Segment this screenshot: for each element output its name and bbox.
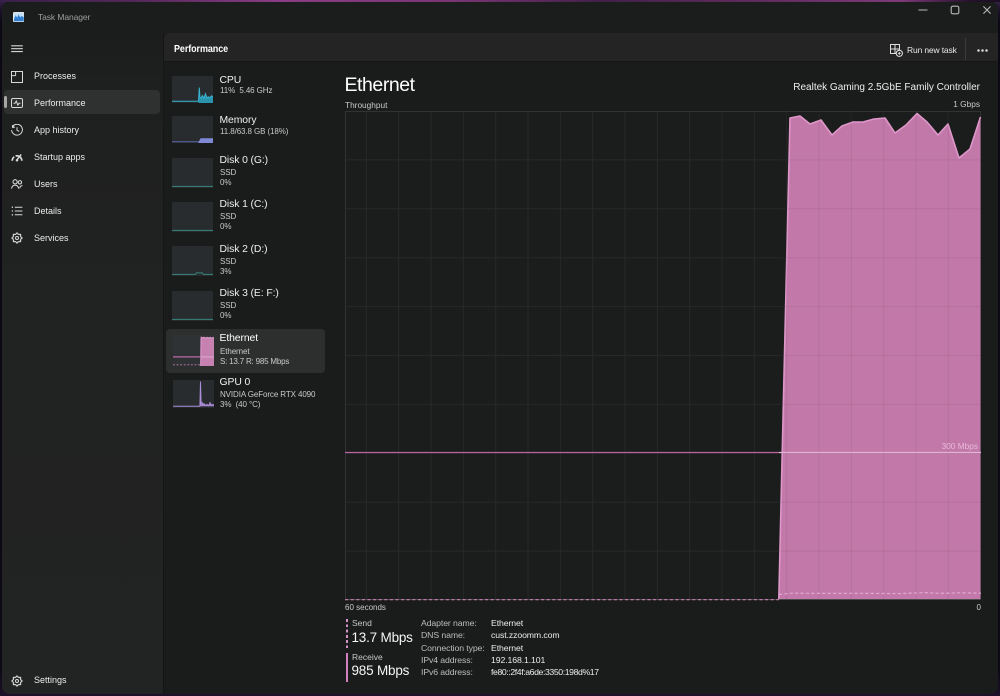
svg-text:300 Mbps: 300 Mbps xyxy=(942,441,978,451)
